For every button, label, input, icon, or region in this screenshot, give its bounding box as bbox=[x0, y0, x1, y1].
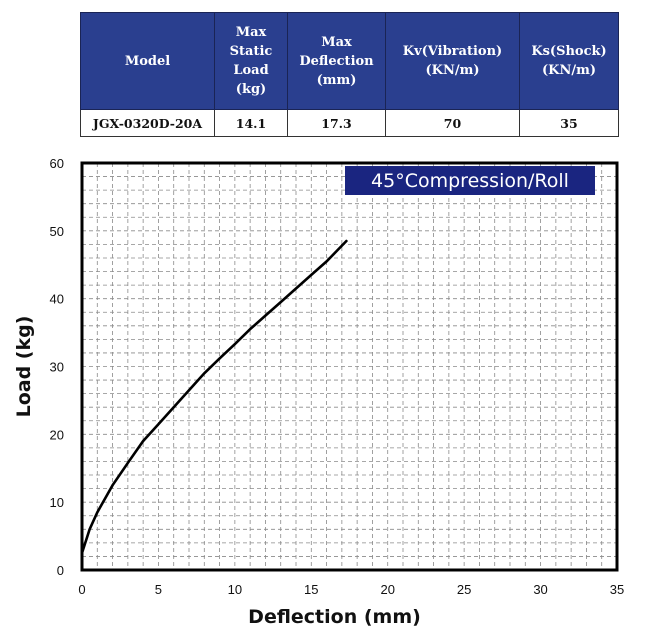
plot-frame bbox=[80, 161, 619, 572]
header-ks: Ks(Shock) (KN/m) bbox=[519, 12, 619, 110]
header-line: (mm) bbox=[316, 72, 357, 88]
header-line: Deflection bbox=[299, 53, 374, 69]
tick-labels: 0 5 10 15 20 25 30 35 0 10 20 30 40 50 60 bbox=[50, 156, 625, 597]
chart-grid bbox=[82, 163, 617, 570]
header-max-static-load: Max Static Load (kg) bbox=[214, 12, 288, 110]
chart-title: 45°Compression/Roll bbox=[371, 170, 569, 192]
y-tick-label: 60 bbox=[50, 156, 64, 171]
header-line: (kg) bbox=[235, 82, 267, 97]
header-kv: Kv(Vibration) (KN/m) bbox=[385, 12, 520, 110]
x-tick-label: 30 bbox=[533, 582, 547, 597]
y-tick-label: 10 bbox=[50, 495, 64, 510]
x-tick-label: 35 bbox=[610, 582, 624, 597]
spec-table-header-row: Model Max Static Load (kg) Max Deflectio… bbox=[80, 12, 619, 110]
load-deflection-chart: 0 5 10 15 20 25 30 35 0 10 20 30 40 50 60 45°Compressi… bbox=[13, 156, 625, 628]
x-axis-title: Deflection (mm) bbox=[248, 606, 421, 628]
header-line: Kv(Vibration) bbox=[402, 44, 503, 59]
header-line: (KN/m) bbox=[542, 63, 596, 78]
cell-model: JGX-0320D-20A bbox=[80, 109, 215, 137]
y-tick-label: 50 bbox=[50, 224, 64, 239]
cell-max-static-load: 14.1 bbox=[214, 109, 288, 137]
header-model: Model bbox=[80, 12, 215, 110]
cell-ks: 35 bbox=[519, 109, 619, 137]
header-line: (KN/m) bbox=[425, 63, 480, 78]
y-tick-label: 20 bbox=[50, 427, 64, 442]
cell-max-deflection: 17.3 bbox=[287, 109, 386, 137]
header-line: Ks(Shock) bbox=[531, 44, 607, 59]
header-max-deflection: Max Deflection (mm) bbox=[287, 12, 386, 110]
y-axis-title: Load (kg) bbox=[13, 316, 35, 418]
x-tick-label: 15 bbox=[304, 582, 318, 597]
header-line: Static bbox=[229, 44, 273, 59]
header-line: Load bbox=[233, 63, 269, 78]
x-tick-label: 25 bbox=[457, 582, 471, 597]
y-tick-label: 40 bbox=[50, 292, 64, 307]
x-tick-label: 20 bbox=[380, 582, 394, 597]
x-tick-label: 0 bbox=[78, 582, 85, 597]
spec-table: Model Max Static Load (kg) Max Deflectio… bbox=[80, 12, 619, 137]
series-line bbox=[80, 239, 348, 555]
header-line: Max bbox=[321, 34, 352, 50]
cell-kv: 70 bbox=[385, 109, 520, 137]
x-tick-label: 5 bbox=[155, 582, 162, 597]
header-line: Max bbox=[235, 25, 267, 40]
spec-table-row: JGX-0320D-20A 14.1 17.3 70 35 bbox=[80, 109, 619, 137]
y-tick-label: 0 bbox=[57, 563, 64, 578]
header-line: Model bbox=[124, 53, 171, 69]
x-tick-label: 10 bbox=[228, 582, 242, 597]
chart-title-badge bbox=[345, 166, 595, 195]
y-tick-label: 30 bbox=[50, 360, 64, 375]
